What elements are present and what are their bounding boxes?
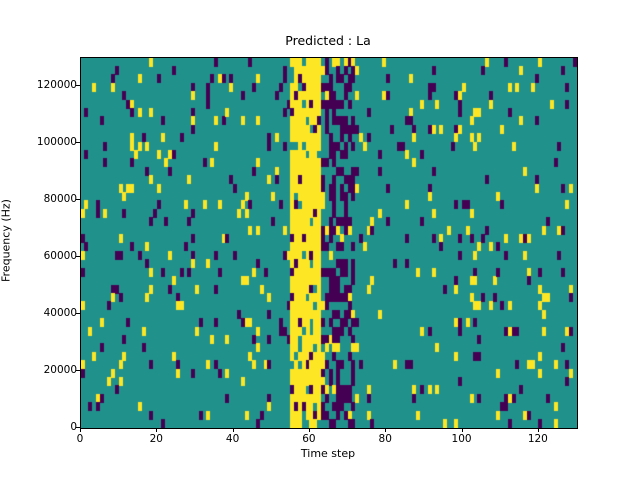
y-tick-label: 120000 xyxy=(36,79,77,92)
x-tick-label: 100 xyxy=(451,433,472,445)
y-tick-label: 40000 xyxy=(43,307,77,320)
x-tick-mark xyxy=(308,428,310,432)
y-tick-mark xyxy=(76,313,80,315)
y-tick-label: 0 xyxy=(70,421,77,433)
y-tick-mark xyxy=(76,427,80,428)
x-tick-label: 0 xyxy=(76,433,84,445)
x-tick-mark xyxy=(232,428,234,432)
x-tick-label: 120 xyxy=(527,433,548,445)
x-axis-label: Time step xyxy=(300,447,356,460)
axes-frame xyxy=(80,57,578,429)
x-tick-mark xyxy=(537,428,539,432)
y-tick-mark xyxy=(76,85,80,87)
x-tick-mark xyxy=(461,428,463,432)
x-tick-label: 20 xyxy=(149,433,163,445)
heatmap-image xyxy=(81,58,577,428)
x-tick-mark xyxy=(80,428,81,432)
x-tick-label: 80 xyxy=(378,433,392,445)
y-tick-mark xyxy=(76,256,80,258)
y-tick-label: 100000 xyxy=(36,136,77,149)
x-tick-label: 40 xyxy=(225,433,240,445)
y-tick-label: 80000 xyxy=(43,193,77,206)
y-tick-label: 20000 xyxy=(43,364,77,377)
y-tick-mark xyxy=(76,142,80,144)
plot-title: Predicted : La xyxy=(285,33,371,48)
y-tick-label: 60000 xyxy=(43,250,77,263)
x-tick-label: 60 xyxy=(302,433,316,445)
y-tick-mark xyxy=(76,199,80,201)
y-axis-label: Frequency (Hz) xyxy=(0,199,13,282)
x-tick-mark xyxy=(156,428,158,432)
x-tick-mark xyxy=(385,428,387,432)
y-tick-mark xyxy=(76,370,80,372)
